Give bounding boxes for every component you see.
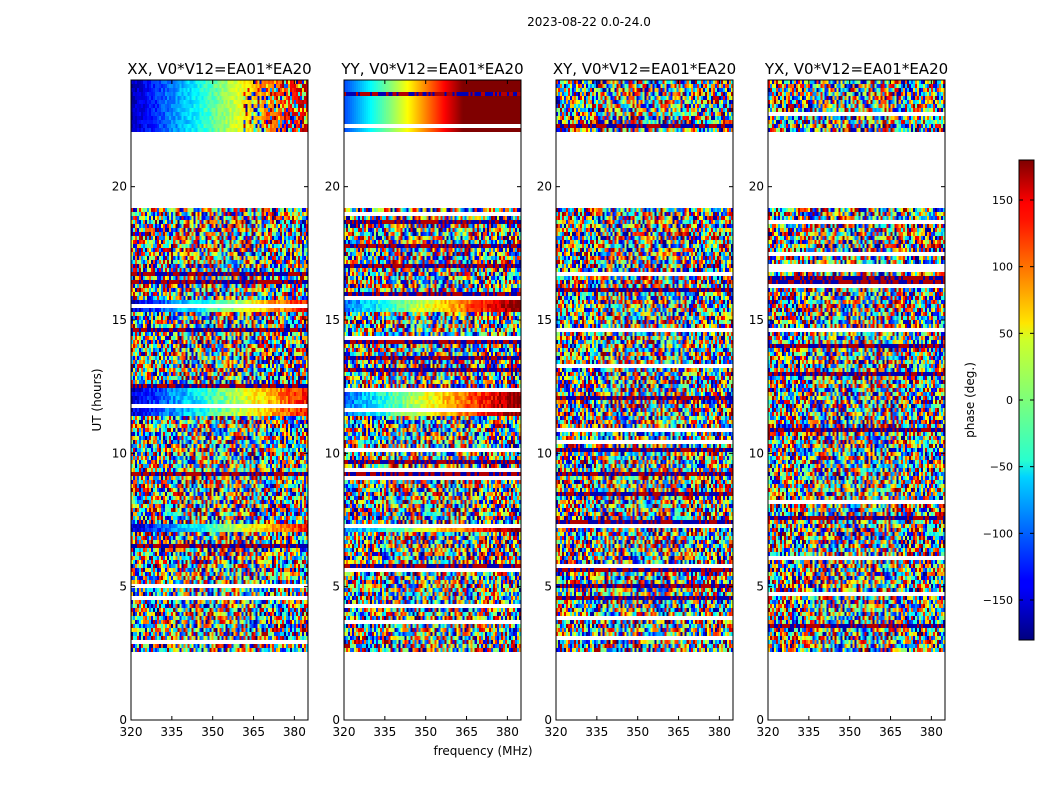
colorbar-tick-label: −150	[983, 594, 1013, 607]
x-tick-label: 380	[708, 725, 731, 739]
y-tick-label: 20	[325, 180, 340, 194]
panel-title: YX, V0*V12=EA01*EA20	[764, 60, 948, 78]
colorbar-tick-label: 150	[992, 194, 1013, 207]
y-tick-label: 10	[749, 446, 764, 460]
y-tick-label: 10	[112, 446, 127, 460]
x-tick-label: 335	[160, 725, 183, 739]
y-tick-label: 0	[756, 713, 764, 727]
x-tick-label: 320	[333, 725, 356, 739]
x-tick-label: 365	[667, 725, 690, 739]
heatmap-raster-xx	[131, 80, 308, 720]
colorbar: 150 100 50 0 −50 −100 −150 phase (deg.)	[963, 159, 1035, 641]
y-tick-label: 15	[325, 313, 340, 327]
x-tick-label: 335	[585, 725, 608, 739]
panel-xx: XX, V0*V12=EA01*EA20 320 335 350 365 380 0 5 10 1…	[112, 60, 312, 739]
y-tick-label: 0	[332, 713, 340, 727]
y-tick-label: 15	[749, 313, 764, 327]
y-tick-label: 20	[537, 180, 552, 194]
colorbar-label: phase (deg.)	[963, 362, 977, 438]
panel-xy: XY, V0*V12=EA01*EA20 320 335 350 365 380 0 5 10 1…	[537, 60, 736, 739]
panel-frame	[343, 79, 522, 721]
y-tick-label: 5	[332, 580, 340, 594]
heatmap-raster-yx	[768, 80, 945, 720]
y-tick-label: 0	[544, 713, 552, 727]
panel-title: XY, V0*V12=EA01*EA20	[553, 60, 736, 78]
x-tick-label: 320	[120, 725, 143, 739]
x-tick-label: 365	[879, 725, 902, 739]
x-tick-label: 365	[455, 725, 478, 739]
y-tick-label: 10	[537, 446, 552, 460]
figure-suptitle: 2023-08-22 0.0-24.0	[527, 15, 651, 29]
panel-frame	[555, 79, 734, 721]
y-tick-label: 10	[325, 446, 340, 460]
panel-frame	[767, 79, 946, 721]
colorbar-tick-label: 50	[999, 327, 1013, 340]
heatmap-raster-yy	[344, 80, 521, 720]
x-tick-label: 380	[283, 725, 306, 739]
x-tick-label: 380	[496, 725, 519, 739]
y-tick-label: 5	[756, 580, 764, 594]
panel-title: YY, V0*V12=EA01*EA20	[340, 60, 523, 78]
colorbar-tick-label: 0	[1006, 394, 1013, 407]
panel-frame	[130, 79, 309, 721]
x-tick-label: 350	[414, 725, 437, 739]
colorbar-tick-label: 100	[992, 261, 1013, 274]
x-tick-label: 365	[242, 725, 265, 739]
y-tick-label: 20	[749, 180, 764, 194]
y-tick-label: 5	[119, 580, 127, 594]
x-tick-label: 335	[373, 725, 396, 739]
y-axis-label: UT (hours)	[90, 368, 104, 431]
panel-yx: YX, V0*V12=EA01*EA20 320 335 350 365 380 0 5 10 1…	[749, 60, 948, 739]
panel-yy: YY, V0*V12=EA01*EA20 320 335 350 365 380 0 5 10 1…	[325, 60, 524, 739]
y-tick-label: 0	[119, 713, 127, 727]
heatmap-raster-xy	[556, 80, 733, 720]
y-tick-label: 5	[544, 580, 552, 594]
colorbar-ticks: 150 100 50 0 −50 −100 −150	[983, 194, 1034, 607]
x-tick-label: 350	[838, 725, 861, 739]
colorbar-tick-label: −50	[990, 461, 1013, 474]
x-tick-label: 320	[757, 725, 780, 739]
y-tick-label: 20	[112, 180, 127, 194]
x-tick-label: 380	[920, 725, 943, 739]
x-tick-label: 350	[201, 725, 224, 739]
panel-title: XX, V0*V12=EA01*EA20	[127, 60, 311, 78]
panels-group: XX, V0*V12=EA01*EA20 320 335 350 365 380 0 5 10 1…	[112, 60, 948, 739]
x-tick-label: 335	[797, 725, 820, 739]
x-tick-label: 350	[626, 725, 649, 739]
y-tick-label: 15	[112, 313, 127, 327]
x-axis-label: frequency (MHz)	[433, 744, 532, 758]
y-tick-label: 15	[537, 313, 552, 327]
colorbar-tick-label: −100	[983, 527, 1013, 540]
x-tick-label: 320	[545, 725, 568, 739]
